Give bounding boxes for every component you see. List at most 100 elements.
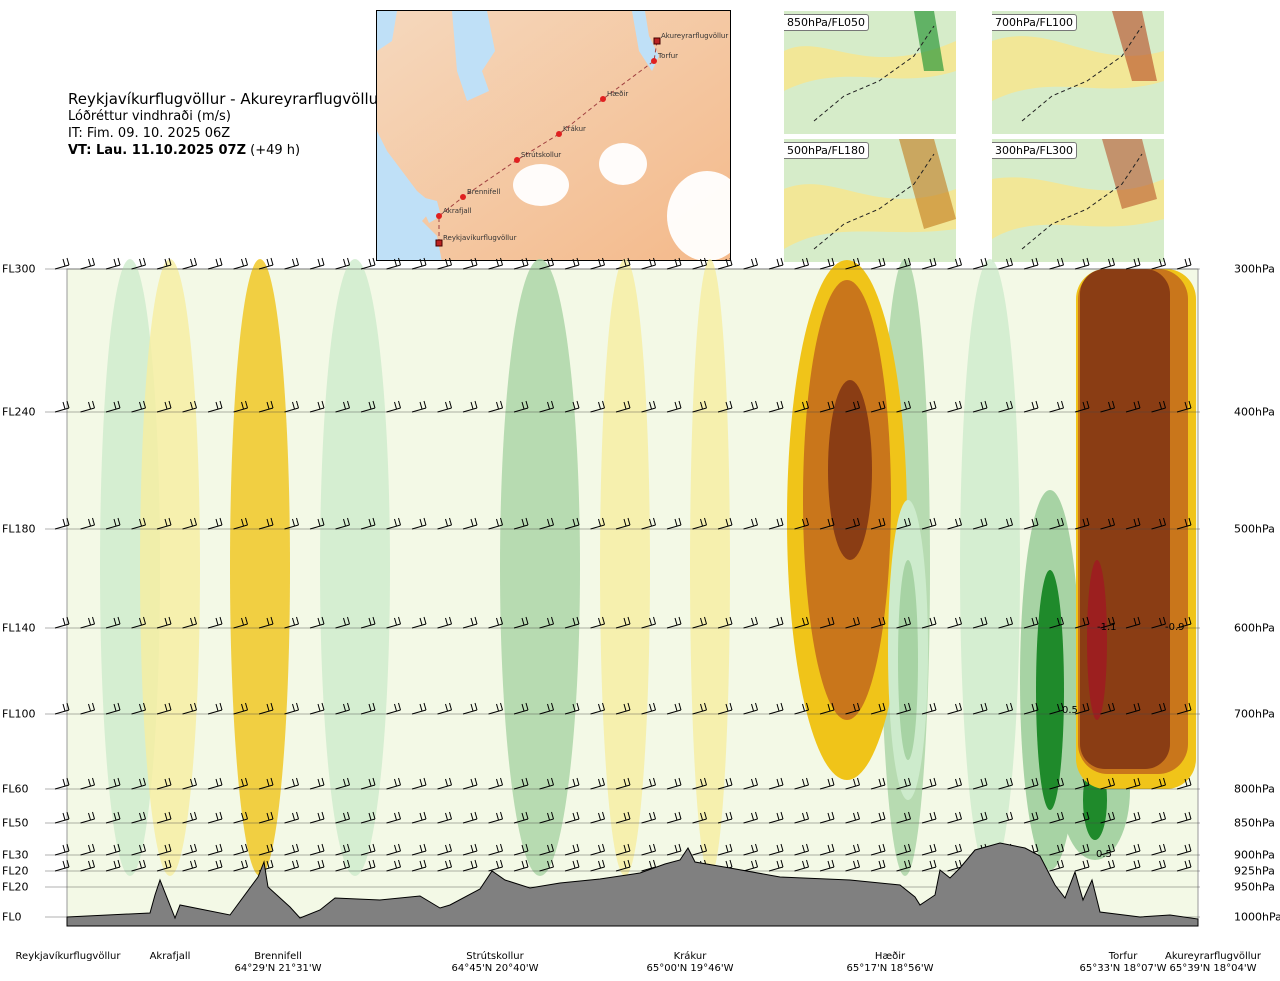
wind-barb	[1049, 400, 1064, 413]
wind-barb	[335, 517, 350, 530]
wind-barb	[692, 777, 707, 790]
wind-barb	[1049, 777, 1064, 790]
wind-barb	[590, 702, 605, 715]
wind-barb	[462, 517, 478, 530]
wind-barb	[335, 811, 350, 824]
wind-barb	[80, 257, 95, 270]
location-label: Reykjavíkurflugvöllur	[16, 951, 121, 963]
wind-barb	[819, 616, 835, 629]
wind-barb	[1049, 843, 1064, 856]
wind-barb	[947, 616, 962, 629]
level-map-850[interactable]: 850hPa/FL050	[784, 11, 956, 134]
pressure-level-label: 600hPa	[1234, 621, 1275, 635]
wind-barb	[539, 811, 554, 824]
wind-barb	[1151, 616, 1166, 629]
wind-barb	[1125, 811, 1141, 824]
wind-barb	[156, 517, 172, 530]
wind-barb	[692, 616, 707, 629]
wind-barb	[54, 616, 70, 629]
level-map-700-canvas	[992, 11, 1164, 134]
wind-barb	[233, 257, 248, 270]
wind-barb	[590, 400, 605, 413]
updraft-column	[898, 560, 918, 760]
wind-barb	[564, 843, 580, 856]
wind-barb	[564, 777, 580, 790]
wind-barb	[666, 257, 682, 270]
wind-barb	[386, 859, 401, 872]
location-name: Reykjavíkurflugvöllur	[15, 951, 121, 962]
wind-barb	[539, 400, 554, 413]
wind-barb	[819, 777, 835, 790]
wind-barb	[1176, 400, 1192, 413]
wind-barb	[743, 616, 758, 629]
wind-barb	[1074, 400, 1090, 413]
wind-barb	[1023, 811, 1039, 824]
valid-time: VT: Lau. 11.10.2025 07Z (+49 h)	[68, 142, 378, 159]
wind-barb	[921, 843, 937, 856]
wind-barb	[437, 859, 452, 872]
wind-barb	[666, 843, 682, 856]
wind-barb	[539, 517, 554, 530]
valid-time-offset: (+49 h)	[250, 143, 301, 158]
location-name: Torfur	[1108, 951, 1138, 962]
map-place-label: Reykjavíkurflugvöllur	[443, 234, 517, 242]
wind-barb	[947, 843, 962, 856]
route-title: Reykjavíkurflugvöllur - Akureyrarflugvöl…	[68, 90, 385, 108]
wind-barb	[1125, 859, 1141, 872]
waypoint-marker	[460, 194, 466, 200]
wind-barb	[156, 777, 172, 790]
wind-barb	[411, 811, 427, 824]
wind-barb	[513, 257, 529, 270]
wind-barb	[921, 517, 937, 530]
wind-barb	[411, 257, 427, 270]
wind-barb	[539, 859, 554, 872]
wind-barb	[921, 777, 937, 790]
wind-barb	[1125, 400, 1141, 413]
wind-barb	[1100, 400, 1115, 413]
wind-barb	[513, 517, 529, 530]
location-coordinates: 65°00'N 19°46'W	[646, 963, 734, 974]
location-label: Torfur 65°33'N 18°07'W	[1080, 951, 1167, 975]
field-band	[500, 259, 580, 876]
wind-barb	[1100, 859, 1115, 872]
level-map-300[interactable]: 300hPa/FL300	[992, 139, 1164, 262]
wind-barb	[309, 517, 325, 530]
wind-barb	[513, 777, 529, 790]
flight-level-label: FL20	[2, 864, 29, 878]
wind-barb	[743, 777, 758, 790]
level-map-500[interactable]: 500hPa/FL180	[784, 139, 956, 262]
wind-barb	[692, 811, 707, 824]
wind-barb	[437, 843, 452, 856]
flight-level-label: FL20	[2, 880, 29, 894]
airport-marker	[653, 37, 661, 45]
wind-barb	[870, 859, 886, 872]
wind-barb	[743, 702, 758, 715]
wind-barb	[666, 616, 682, 629]
wind-barb	[615, 702, 631, 715]
wind-barb	[437, 702, 452, 715]
wind-barb	[131, 616, 146, 629]
wind-barb	[182, 616, 197, 629]
wind-barb	[947, 777, 962, 790]
wind-barb	[743, 811, 758, 824]
location-coordinates: 65°33'N 18°07'W	[1079, 963, 1167, 974]
wind-barb	[462, 777, 478, 790]
wind-barb	[284, 777, 299, 790]
wind-barb	[743, 400, 758, 413]
location-label: Hæðir 65°17'N 18°56'W	[847, 951, 934, 975]
wind-barb	[182, 257, 197, 270]
wind-barb	[1049, 257, 1064, 270]
wind-barb	[896, 616, 911, 629]
wind-barb	[998, 257, 1013, 270]
location-name: Brennifell	[254, 951, 302, 962]
wind-barb	[972, 517, 988, 530]
wind-barb	[105, 257, 121, 270]
level-map-700[interactable]: 700hPa/FL100	[992, 11, 1164, 134]
wind-barb	[488, 843, 503, 856]
wind-barb	[666, 400, 682, 413]
wind-barb	[207, 811, 223, 824]
wind-barb	[488, 616, 503, 629]
location-label: Akrafjall	[150, 951, 191, 963]
wind-barb	[54, 811, 70, 824]
